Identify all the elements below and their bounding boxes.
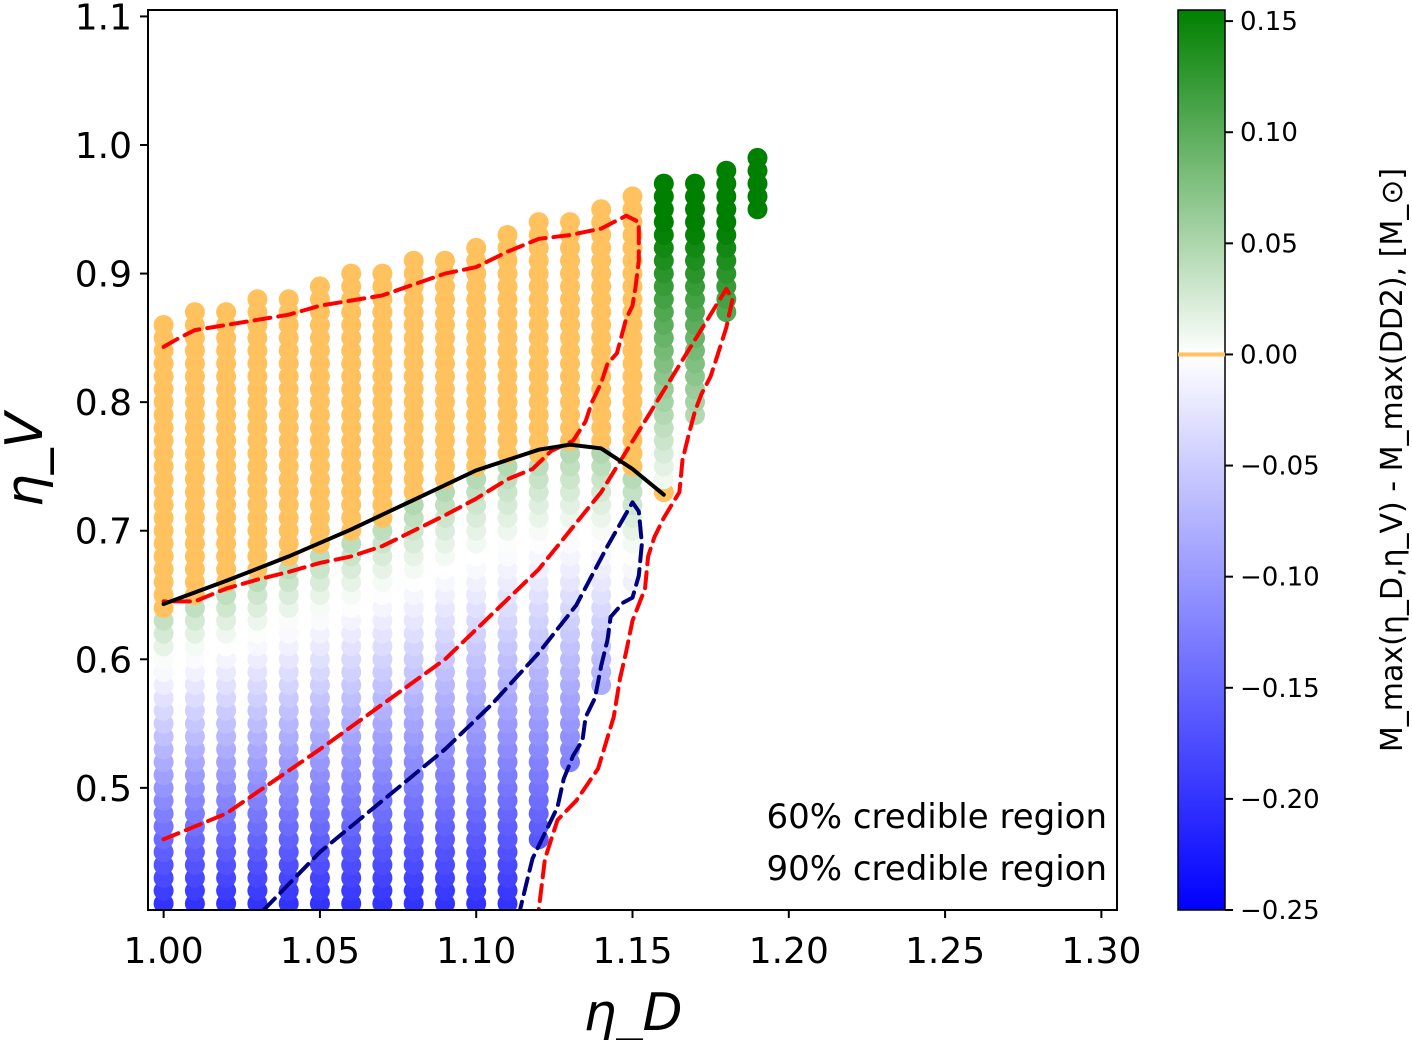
x-tick-label: 1.20 <box>749 931 829 972</box>
y-tick-label: 0.9 <box>75 255 132 296</box>
scatter-point <box>653 173 674 194</box>
scatter-point <box>747 147 768 168</box>
colorbar-tick-label: 0.00 <box>1240 340 1298 370</box>
colorbar-tick-label: 0.10 <box>1240 118 1298 148</box>
legend-60-label: 60% credible region <box>766 797 1107 837</box>
colorbar-tick-label: −0.15 <box>1240 674 1320 704</box>
scatter-point <box>528 212 549 233</box>
scatter-point <box>435 250 455 271</box>
x-tick-label: 1.10 <box>436 931 516 972</box>
colorbar-tick-label: 0.05 <box>1240 229 1298 259</box>
y-tick-label: 0.5 <box>75 769 132 810</box>
scatter-point <box>341 263 362 284</box>
boundary-curve <box>161 442 666 606</box>
scatter-point <box>309 276 330 297</box>
scatter-point <box>716 160 737 181</box>
series-line-0 <box>261 500 644 910</box>
scatter-point <box>372 263 393 284</box>
legend-90-label: 90% credible region <box>766 849 1107 889</box>
colorbar-tick-label: −0.20 <box>1240 785 1320 815</box>
scatter-point <box>560 212 580 233</box>
series-line-1 <box>161 287 735 910</box>
colorbar-tick-label: −0.25 <box>1240 896 1320 926</box>
scatter-point <box>685 173 705 194</box>
x-tick-label: 1.00 <box>124 931 204 972</box>
y-tick-label: 1.1 <box>75 0 132 38</box>
x-tick-label: 1.30 <box>1061 931 1141 972</box>
colorbar-tick-label: 0.15 <box>1240 7 1298 37</box>
x-axis-title: η_D <box>584 983 683 1040</box>
scatter-point <box>184 302 205 323</box>
y-axis-title: η_V <box>0 409 55 507</box>
colorbar-ticks: 0.15 0.10 0.05 0.00 −0.05 −0.10 −0.15 −0.20 −0.2… <box>1225 7 1320 926</box>
x-tick-label: 1.05 <box>280 931 360 972</box>
colorbar-title: M_max(η_D,η_V) - M_max(DD2), [M_⊙] <box>1375 168 1410 752</box>
colorbar-gradient <box>1177 9 1226 911</box>
colorbar: 0.15 0.10 0.05 0.00 −0.05 −0.10 −0.15 −0.20 −0.2… <box>1177 7 1410 926</box>
colorbar-tick-label: −0.05 <box>1240 452 1320 482</box>
scatter-point <box>216 302 237 323</box>
scatter-point <box>278 289 299 310</box>
contour-lines <box>161 213 735 910</box>
series-line-2 <box>161 213 641 604</box>
colorbar-tick-label: −0.10 <box>1240 563 1320 593</box>
plot-area <box>147 9 1118 911</box>
scatter-point <box>497 225 518 245</box>
x-tick-label: 1.15 <box>592 931 672 972</box>
x-axis: 1.00 1.05 1.10 1.15 1.20 1.25 1.30 <box>124 910 1141 972</box>
scatter-point <box>403 250 424 271</box>
scatter-point <box>591 199 612 220</box>
scatter-point <box>622 186 643 207</box>
y-tick-label: 0.7 <box>75 512 132 553</box>
scatter-point <box>247 289 268 310</box>
x-tick-label: 1.25 <box>905 931 985 972</box>
y-tick-label: 0.6 <box>75 640 132 681</box>
scatter-point <box>466 237 487 258</box>
legend: 60% credible region 90% credible region <box>766 797 1107 889</box>
y-tick-label: 0.8 <box>75 383 132 424</box>
y-tick-label: 1.0 <box>75 126 132 167</box>
y-axis: 0.5 0.6 0.7 0.8 0.9 1.0 1.1 <box>75 0 148 810</box>
scatter-point <box>153 315 174 335</box>
